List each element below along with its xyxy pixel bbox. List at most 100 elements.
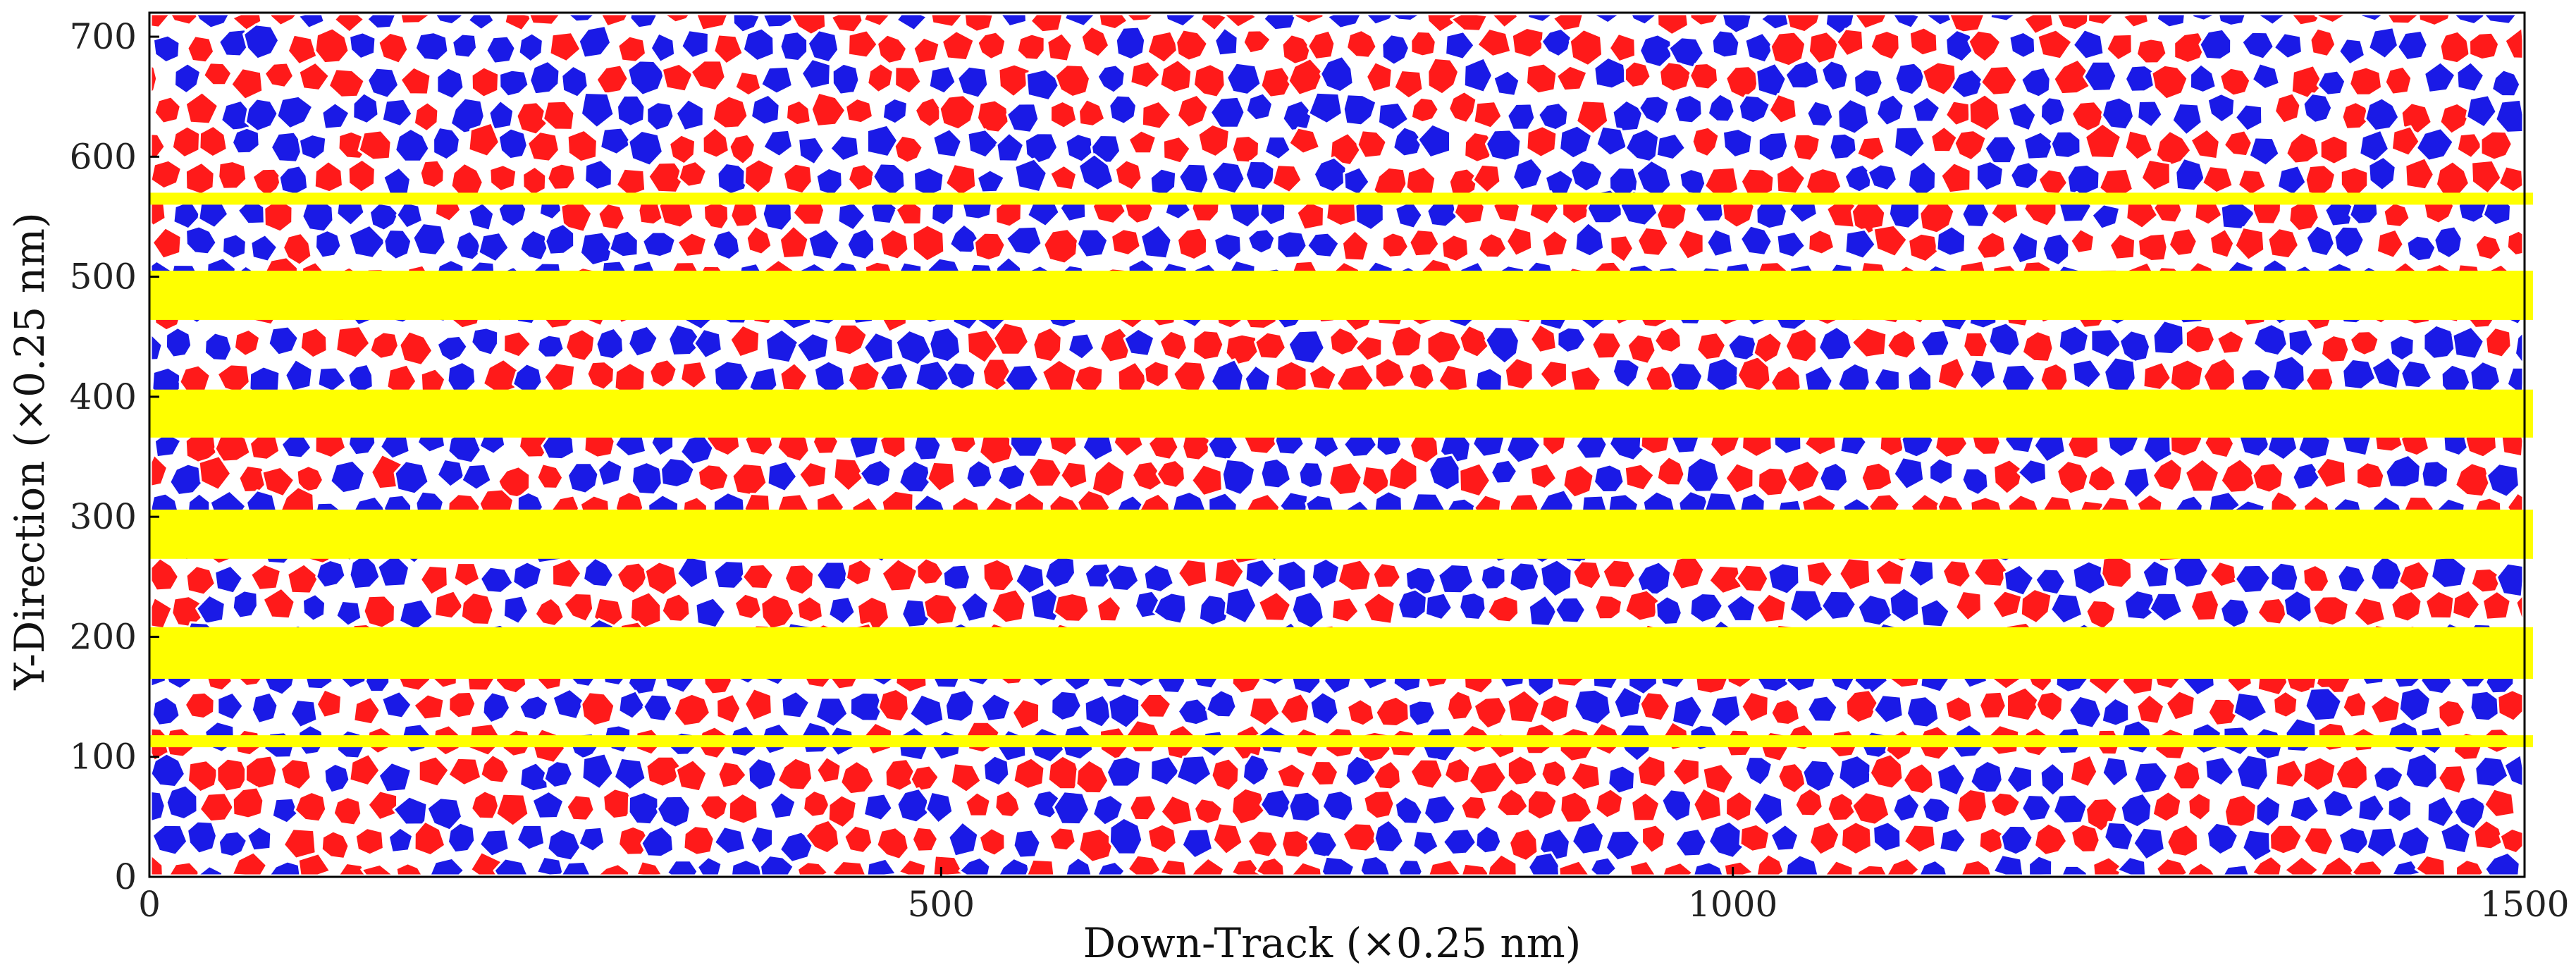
grain — [795, 332, 830, 364]
grain — [1437, 563, 1475, 595]
grain — [2302, 564, 2331, 593]
grain — [546, 828, 582, 862]
grain — [1146, 30, 1181, 64]
grain — [398, 330, 434, 367]
grain — [894, 66, 923, 95]
y-tick-label: 500 — [70, 257, 137, 297]
grain — [1573, 688, 1612, 726]
grain — [1989, 791, 2021, 818]
grain — [297, 13, 326, 30]
grain — [551, 687, 586, 721]
grain — [286, 562, 321, 595]
y-tick-label: 200 — [70, 616, 137, 657]
grain — [1940, 161, 1972, 195]
grain — [1891, 13, 1921, 30]
grain — [898, 459, 932, 494]
grain — [1828, 132, 1858, 161]
grain — [387, 826, 414, 854]
grain — [1868, 753, 1904, 790]
grain — [596, 458, 624, 488]
grain — [2022, 130, 2055, 161]
grain — [2426, 794, 2455, 829]
grain — [1307, 91, 1343, 125]
grain — [1397, 588, 1429, 621]
grain — [2291, 461, 2323, 491]
grain — [586, 360, 615, 391]
grain — [2221, 863, 2250, 877]
grain — [2198, 27, 2233, 61]
grain — [1224, 586, 1258, 625]
grain — [949, 762, 982, 794]
grain — [1856, 135, 1886, 162]
grain — [1574, 221, 1606, 258]
grain — [2186, 861, 2217, 877]
grain — [2151, 457, 2183, 493]
grain — [1247, 696, 1281, 727]
grain — [789, 13, 827, 36]
grain — [577, 825, 606, 853]
grain — [1288, 790, 1321, 823]
grain — [741, 27, 775, 63]
grain — [2422, 324, 2459, 360]
grain — [1935, 762, 1966, 797]
grain — [1426, 329, 1463, 365]
grain — [2169, 358, 2205, 395]
grain — [2491, 68, 2522, 98]
grain — [195, 593, 226, 625]
grain — [2372, 765, 2405, 794]
grain — [1164, 13, 1198, 28]
grain — [2103, 356, 2137, 395]
grain — [1448, 90, 1478, 125]
grain — [716, 161, 751, 196]
grain — [2420, 460, 2450, 489]
grain — [696, 463, 730, 493]
grain — [717, 760, 748, 789]
grain — [1472, 696, 1508, 730]
grain — [893, 134, 924, 164]
grain — [1128, 794, 1158, 822]
grain — [997, 63, 1031, 99]
grain — [916, 557, 945, 586]
grain — [2506, 229, 2525, 257]
grain — [173, 62, 202, 95]
grain — [2451, 326, 2485, 360]
grain — [832, 457, 866, 493]
grain — [2124, 64, 2157, 93]
grain — [1359, 854, 1392, 877]
grain — [711, 228, 741, 262]
grain — [1176, 697, 1210, 727]
grain — [814, 696, 849, 729]
grain — [1159, 858, 1188, 877]
grain — [780, 690, 811, 720]
grain — [1075, 758, 1110, 795]
track-band-3 — [149, 510, 2533, 559]
grain — [2269, 561, 2300, 592]
grain — [2274, 758, 2305, 789]
grain — [249, 562, 282, 591]
grain — [1476, 27, 1512, 58]
grain — [839, 760, 875, 796]
grain — [2166, 823, 2200, 858]
grain — [1820, 589, 1857, 621]
grain — [261, 586, 296, 620]
grain — [1381, 231, 1410, 259]
grain — [616, 94, 646, 128]
grain — [261, 465, 296, 498]
grain — [2282, 589, 2313, 625]
grain — [2119, 792, 2153, 829]
grain — [876, 33, 908, 65]
grain — [912, 166, 945, 198]
grain — [958, 856, 992, 877]
grain — [2005, 764, 2033, 795]
grain — [1707, 820, 1746, 859]
grain — [2124, 129, 2155, 161]
grain — [419, 565, 449, 596]
grain — [2389, 333, 2415, 362]
grain — [2495, 562, 2525, 598]
grain — [1199, 13, 1228, 32]
grain — [1177, 558, 1209, 589]
grain — [711, 94, 749, 130]
grain — [1571, 820, 1606, 856]
grain — [613, 362, 646, 398]
grain — [2057, 324, 2090, 357]
